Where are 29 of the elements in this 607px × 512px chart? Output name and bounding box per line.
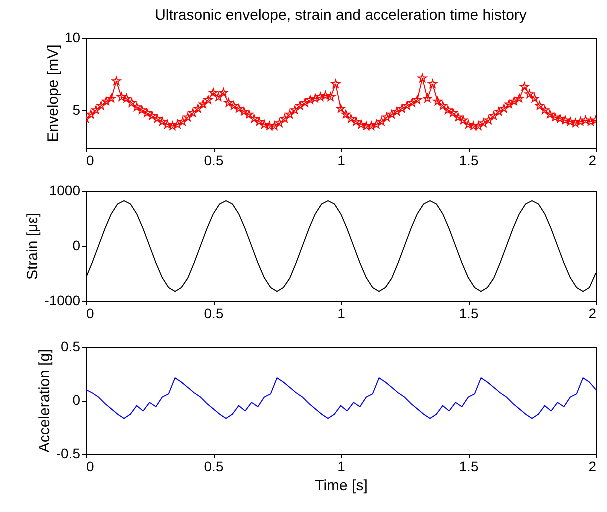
line-series bbox=[86, 378, 596, 420]
y-tick-label: -0.5 bbox=[56, 446, 81, 462]
y-axis-title: Acceleration [g] bbox=[36, 349, 54, 453]
y-tick-label: 1000 bbox=[49, 182, 81, 198]
x-tick-label: 1.5 bbox=[459, 458, 479, 474]
y-axis-title: Envelope [mV] bbox=[44, 44, 62, 142]
x-tick-label: 0 bbox=[86, 152, 94, 168]
x-tick-label: 1 bbox=[338, 306, 346, 322]
x-tick-label: 0 bbox=[86, 458, 94, 474]
x-tick-label: 2 bbox=[588, 306, 597, 322]
x-tick-label: 1 bbox=[338, 458, 346, 474]
x-tick-label: 0 bbox=[86, 306, 94, 322]
y-tick-label: 0 bbox=[72, 238, 81, 254]
chart-title: Ultrasonic envelope, strain and acceleration time history bbox=[155, 7, 528, 24]
x-tick-label: 0.5 bbox=[204, 458, 224, 474]
y-tick-label: 0 bbox=[72, 392, 81, 408]
x-tick-label: 1.5 bbox=[459, 152, 479, 168]
y-axis-title: Strain [με] bbox=[24, 212, 42, 280]
y-tick-label: -1000 bbox=[44, 292, 81, 308]
y-tick-label: 5 bbox=[72, 102, 81, 118]
x-tick-label: 2 bbox=[588, 458, 597, 474]
x-tick-label: 1 bbox=[338, 152, 346, 168]
x-tick-label: 1.5 bbox=[459, 306, 479, 322]
x-axis-title: Time [s] bbox=[315, 478, 368, 494]
x-tick-label: 0.5 bbox=[204, 306, 224, 322]
x-tick-label: 0.5 bbox=[204, 152, 224, 168]
x-tick-label: 2 bbox=[588, 152, 597, 168]
y-tick-label: 10 bbox=[64, 30, 81, 46]
y-tick-label: 0.5 bbox=[61, 338, 81, 354]
